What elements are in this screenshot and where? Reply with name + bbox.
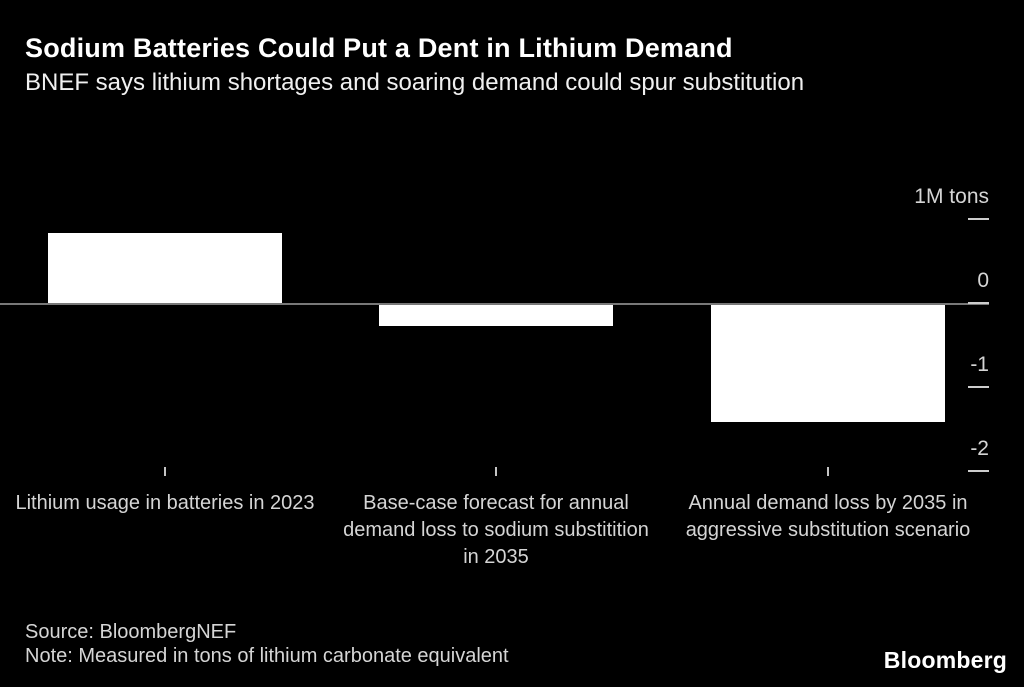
y-tick-mark	[968, 218, 989, 220]
bloomberg-logo: Bloomberg	[883, 647, 1007, 673]
y-tick-label: 0	[977, 269, 989, 292]
y-tick-mark	[968, 302, 989, 304]
bar-2	[379, 304, 613, 326]
note-line: Note: Measured in tons of lithium carbon…	[25, 645, 509, 667]
category-label: Base-case forecast for annual demand los…	[343, 492, 649, 568]
chart-title: Sodium Batteries Could Put a Dent in Lit…	[25, 33, 733, 63]
x-tick-mark	[495, 467, 497, 476]
category-label: Annual demand loss by 2035 in aggressive…	[685, 492, 971, 541]
category-label: Lithium usage in batteries in 2023	[15, 492, 315, 514]
y-tick-label: 1M tons	[914, 185, 989, 208]
source-line: Source: BloombergNEF	[25, 621, 237, 643]
y-tick-mark	[968, 470, 989, 472]
zero-axis-line	[0, 303, 989, 305]
x-tick-mark	[164, 467, 166, 476]
y-tick-label: -1	[970, 353, 989, 376]
bar-3	[711, 304, 945, 422]
chart-subtitle: BNEF says lithium shortages and soaring …	[25, 69, 805, 96]
y-tick-label: -2	[970, 437, 989, 460]
bar-1	[48, 233, 282, 304]
x-tick-mark	[827, 467, 829, 476]
y-tick-mark	[968, 386, 989, 388]
